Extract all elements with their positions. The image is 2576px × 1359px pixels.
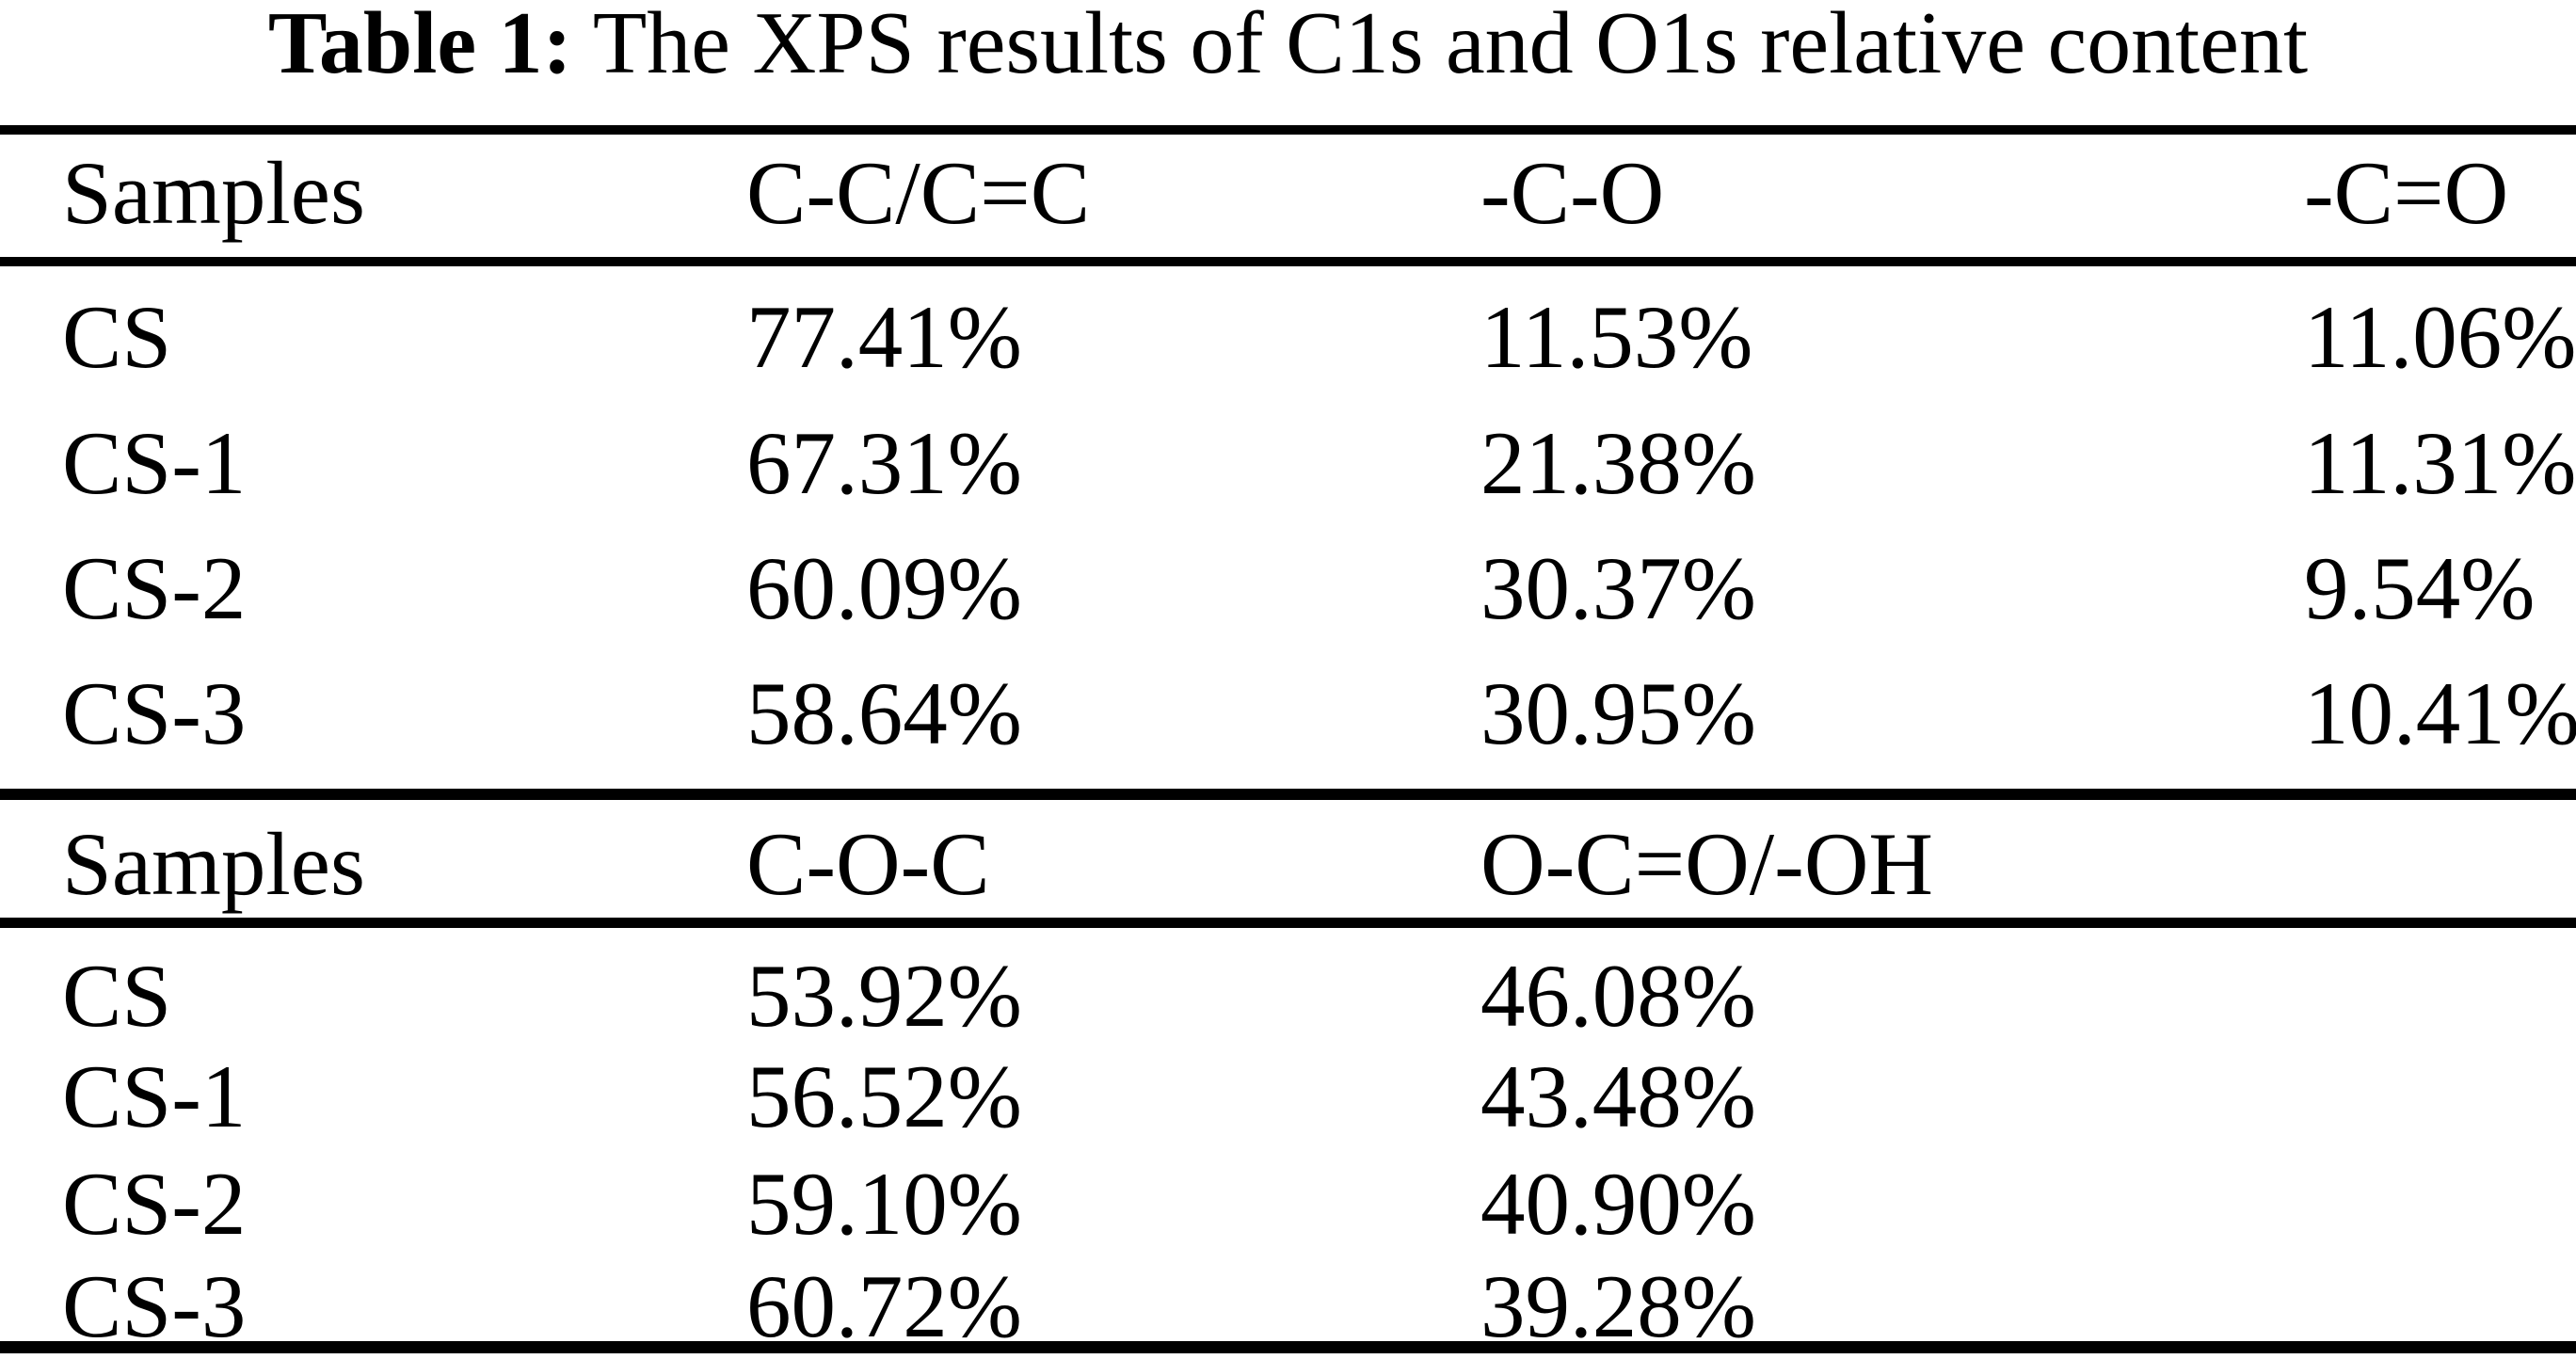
table-row: CS-3 58.64% 30.95% 10.41% [0,657,2576,770]
table-caption-label: Table 1: [267,0,572,92]
section1-header-rule [0,257,2576,266]
data-cell: 11.53% [1480,287,1753,387]
data-cell: 53.92% [746,946,1022,1046]
data-cell: 11.06% [2304,287,2576,387]
data-cell: 9.54% [2304,538,2536,638]
header-cell-samples: Samples [62,143,365,243]
data-cell: 40.90% [1480,1154,1756,1254]
data-cell: 39.28% [1480,1256,1756,1356]
sample-cell: CS [62,287,172,387]
data-cell: 60.09% [746,538,1022,638]
data-cell: 43.48% [1480,1047,1756,1146]
section2-header-rule [0,918,2576,928]
data-cell: 30.37% [1480,538,1756,638]
header-cell-cc-cc: C-C/C=C [746,143,1091,243]
data-cell: 10.41% [2304,664,2576,763]
header-cell-c-o-c: C-O-C [746,814,990,914]
sample-cell: CS-1 [62,413,247,513]
table-row: CS-1 67.31% 21.38% 11.31% [0,407,2576,520]
data-cell: 30.95% [1480,664,1756,763]
sample-cell: CS-1 [62,1047,247,1146]
header-cell-samples: Samples [62,814,365,914]
sample-cell: CS-2 [62,538,247,638]
table-caption: Table 1: The XPS results of C1s and O1s r… [0,0,2576,100]
top-rule [0,125,2576,135]
data-cell: 67.31% [746,413,1022,513]
data-cell: 60.72% [746,1256,1022,1356]
table-row: CS-1 56.52% 43.48% [0,1040,2576,1153]
table-row: CS 77.41% 11.53% 11.06% [0,280,2576,393]
data-cell: 46.08% [1480,946,1756,1046]
table-row: CS-2 59.10% 40.90% [0,1147,2576,1260]
data-cell: 77.41% [746,287,1022,387]
section2-header-row: Samples C-O-C O-C=O/-OH [0,807,2576,920]
data-cell: 58.64% [746,664,1022,763]
header-cell-c-o: -C-O [1480,143,1665,243]
sample-cell: CS-2 [62,1154,247,1254]
section1-header-row: Samples C-C/C=C -C-O -C=O [0,136,2576,249]
bottom-rule [0,1341,2576,1353]
sample-cell: CS-3 [62,1256,247,1356]
section-divider-rule [0,789,2576,800]
data-cell: 21.38% [1480,413,1756,513]
sample-cell: CS [62,946,172,1046]
data-cell: 59.10% [746,1154,1022,1254]
data-cell: 56.52% [746,1047,1022,1146]
table-caption-text: The XPS results of C1s and O1s relative … [592,0,2309,92]
sample-cell: CS-3 [62,664,247,763]
header-cell-o-c-o-oh: O-C=O/-OH [1480,814,1934,914]
table-row: CS-2 60.09% 30.37% 9.54% [0,532,2576,645]
data-cell: 11.31% [2304,413,2576,513]
header-cell-c-dbl-o: -C=O [2304,143,2509,243]
table-row: CS-3 60.72% 39.28% [0,1250,2576,1359]
table-row: CS 53.92% 46.08% [0,939,2576,1052]
